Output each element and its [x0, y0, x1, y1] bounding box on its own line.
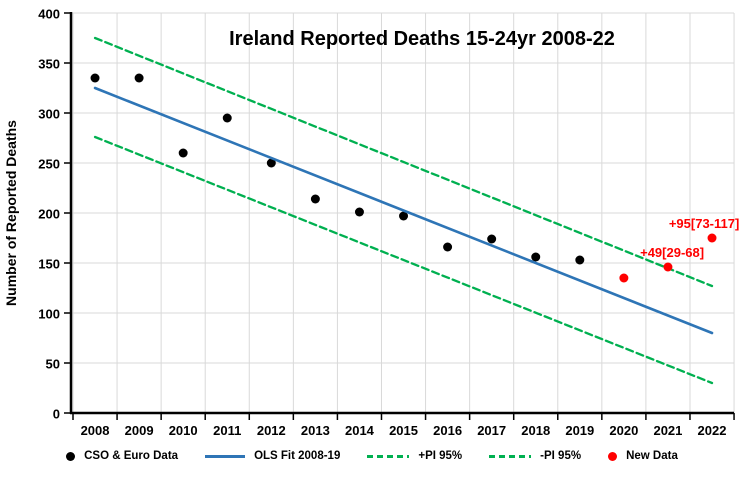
prediction-interval-line [93, 36, 714, 288]
x-tick-label: 2012 [257, 423, 286, 438]
x-tick-label: 2017 [477, 423, 506, 438]
y-axis-title: Number of Reported Deaths [3, 120, 19, 306]
legend-label: +PI 95% [418, 450, 463, 462]
legend-item: -PI 95% [489, 450, 581, 462]
data-point [443, 242, 453, 252]
data-point [619, 273, 629, 283]
fit-line [93, 86, 714, 335]
legend-label: OLS Fit 2008-19 [254, 450, 341, 462]
prediction-interval-line [93, 135, 714, 385]
data-point [707, 233, 717, 243]
legend-item: CSO & Euro Data [66, 450, 178, 462]
y-tick-label: 100 [38, 307, 60, 322]
y-tick-label: 250 [38, 157, 60, 172]
legend: CSO & Euro Data OLS Fit 2008-19 +PI 95% -PI… [0, 450, 744, 462]
legend-marker-dot-icon [66, 451, 76, 461]
data-point [134, 73, 144, 83]
x-tick-label: 2016 [433, 423, 462, 438]
x-tick-label: 2019 [565, 423, 594, 438]
data-point [222, 113, 232, 123]
legend-label: New Data [626, 450, 678, 462]
data-point [90, 73, 100, 83]
x-tick-label: 2010 [169, 423, 198, 438]
x-tick-label: 2008 [81, 423, 110, 438]
y-tick-label: 0 [53, 407, 60, 422]
x-tick-label: 2009 [125, 423, 154, 438]
y-axis: 0 50 100 150 200 250 300 350 400 [38, 7, 73, 422]
data-point [178, 148, 188, 158]
x-tick-label: 2021 [653, 423, 682, 438]
legend-marker-dash-icon [489, 454, 532, 458]
data-point [487, 234, 497, 244]
x-tick-label: 2020 [609, 423, 638, 438]
x-tick-label: 2022 [698, 423, 727, 438]
x-tick-label: 2015 [389, 423, 418, 438]
data-point [399, 211, 409, 221]
y-tick-label: 200 [38, 207, 60, 222]
data-point [663, 262, 673, 272]
point-annotation: +95[73-117] [669, 216, 739, 231]
data-point [575, 255, 585, 265]
y-tick-label: 300 [38, 107, 60, 122]
y-tick-label: 350 [38, 57, 60, 72]
legend-marker-dot-icon [608, 451, 618, 461]
data-point [531, 252, 541, 262]
data-point [266, 158, 276, 168]
x-tick-label: 2013 [301, 423, 330, 438]
y-tick-label: 400 [38, 7, 60, 22]
annotations-layer: +49[29-68] +95[73-117] [640, 216, 739, 260]
y-tick-label: 150 [38, 257, 60, 272]
x-tick-label: 2018 [521, 423, 550, 438]
legend-item: New Data [608, 450, 678, 462]
data-point [310, 194, 320, 204]
x-tick-label: 2011 [213, 423, 241, 438]
x-axis: 2008 2009 2010 2011 2012 2013 2014 2015 2016 2017… [70, 411, 735, 438]
legend-label: -PI 95% [540, 450, 582, 462]
legend-marker-dash-icon [367, 454, 410, 458]
legend-marker-line-icon [205, 454, 246, 458]
y-tick-label: 50 [46, 357, 60, 372]
legend-item: OLS Fit 2008-19 [205, 450, 340, 462]
chart-title: Ireland Reported Deaths 15-24yr 2008-22 [229, 28, 615, 50]
data-point [354, 207, 364, 217]
series-layer [90, 36, 717, 385]
legend-item: +PI 95% [367, 450, 462, 462]
legend-label: CSO & Euro Data [84, 450, 179, 462]
x-tick-label: 2014 [345, 423, 375, 438]
point-annotation: +49[29-68] [640, 245, 704, 260]
gridlines [71, 12, 735, 413]
